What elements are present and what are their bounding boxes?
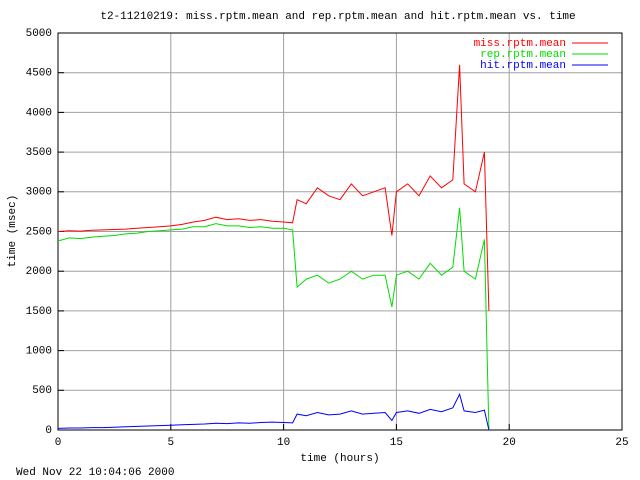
data-line bbox=[57, 392, 490, 431]
x-axis-label: time (hours) bbox=[300, 453, 379, 465]
timestamp: Wed Nov 22 10:04:06 2000 bbox=[16, 467, 174, 479]
y-tick-label: 3500 bbox=[26, 147, 52, 159]
data-line bbox=[57, 207, 490, 431]
y-tick-label: 3000 bbox=[26, 187, 52, 199]
x-tick-label: 0 bbox=[55, 437, 62, 449]
legend-label: miss.rptm.mean bbox=[474, 38, 566, 50]
x-tick-label: 15 bbox=[390, 437, 403, 449]
y-axis-label: time (msec) bbox=[7, 195, 19, 268]
y-tick-label: 1500 bbox=[26, 306, 52, 318]
x-tick-label: 20 bbox=[503, 437, 516, 449]
y-tick-label: 0 bbox=[45, 425, 52, 437]
y-tick-label: 4500 bbox=[26, 68, 52, 80]
chart-title: t2-11210219: miss.rptm.mean and rep.rptm… bbox=[100, 11, 575, 23]
x-tick-label: 25 bbox=[615, 437, 628, 449]
y-tick-label: 500 bbox=[32, 385, 52, 397]
legend-label: hit.rptm.mean bbox=[480, 60, 566, 72]
x-tick-label: 10 bbox=[277, 437, 290, 449]
y-tick-label: 4000 bbox=[26, 107, 52, 119]
y-tick-label: 5000 bbox=[26, 28, 52, 40]
x-tick-label: 5 bbox=[167, 437, 174, 449]
y-tick-label: 1000 bbox=[26, 346, 52, 358]
legend-label: rep.rptm.mean bbox=[480, 49, 566, 61]
y-tick-label: 2500 bbox=[26, 226, 52, 238]
y-tick-label: 2000 bbox=[26, 266, 52, 278]
data-line bbox=[57, 64, 490, 311]
